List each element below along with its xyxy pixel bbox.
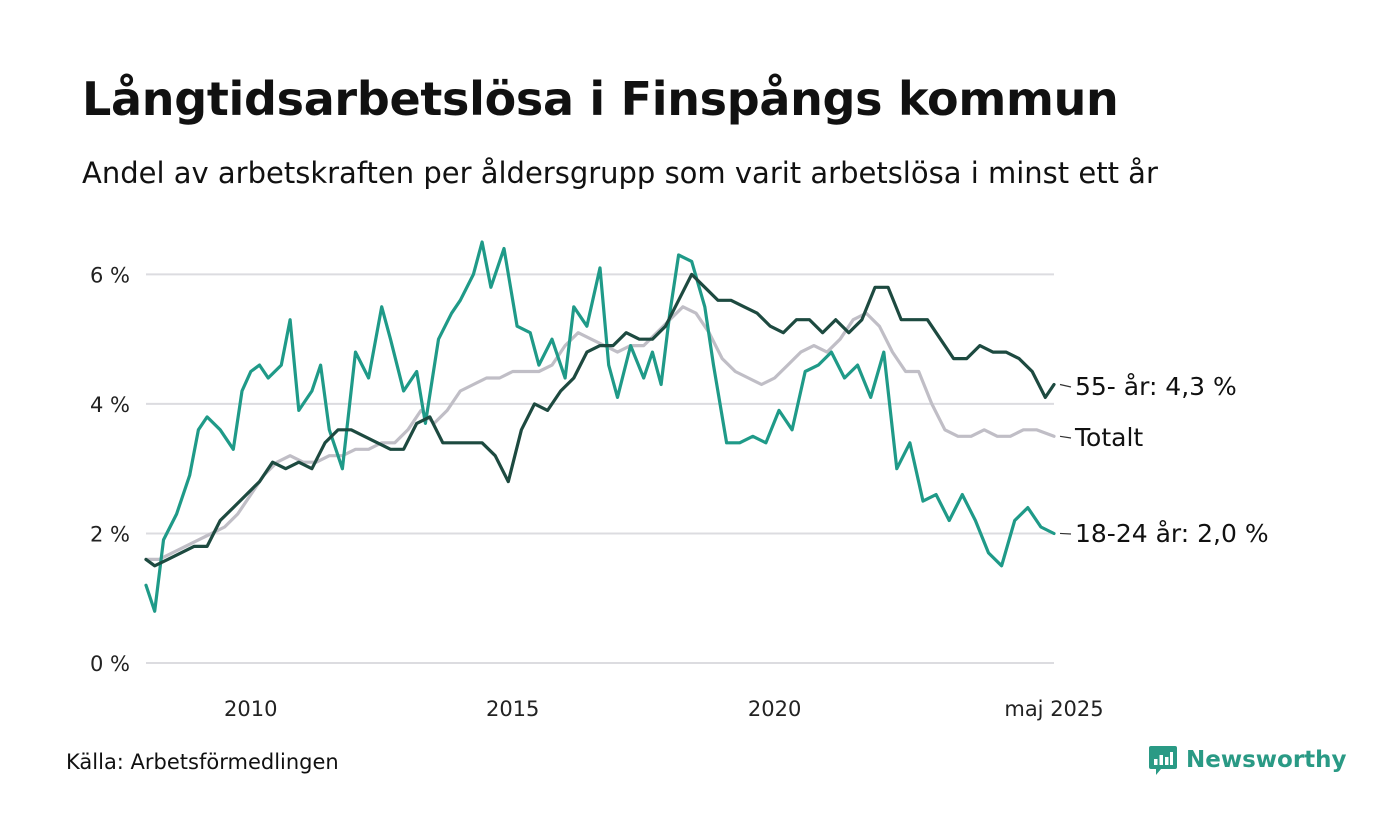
y-tick-label: 2 % [90,522,130,546]
chart-subtitle: Andel av arbetskraften per åldersgrupp s… [82,156,1158,190]
label-leader [1059,435,1072,439]
series-line [144,305,1056,561]
x-tick-label: maj 2025 [1004,697,1103,721]
x-tick-label: 2020 [748,697,801,721]
line-chart: 0 % 2 % 4 % 6 % 2010 2015 2020 maj 2025 Totalt 18… [90,240,1269,721]
x-tick-label: 2010 [224,697,277,721]
y-tick-label: 4 % [90,393,130,417]
series-line [144,240,1056,613]
y-tick-label: 0 % [90,652,130,676]
x-tick-label: 2015 [486,697,539,721]
chart-title: Långtidsarbetslösa i Finspångs kommun [82,72,1119,126]
brand-logo: Newsworthy [1148,744,1347,776]
newsworthy-logo-icon [1149,746,1177,775]
series-line [144,272,1056,568]
brand-name: Newsworthy [1186,747,1347,773]
series-end-label: 55- år: 4,3 % [1075,372,1237,401]
label-leader [1059,532,1072,535]
y-tick-label: 6 % [90,263,130,287]
source-note: Källa: Arbetsförmedlingen [66,750,339,774]
label-leader [1059,383,1072,388]
series-end-label: 18-24 år: 2,0 % [1075,519,1269,548]
series-end-label: Totalt [1074,423,1143,452]
